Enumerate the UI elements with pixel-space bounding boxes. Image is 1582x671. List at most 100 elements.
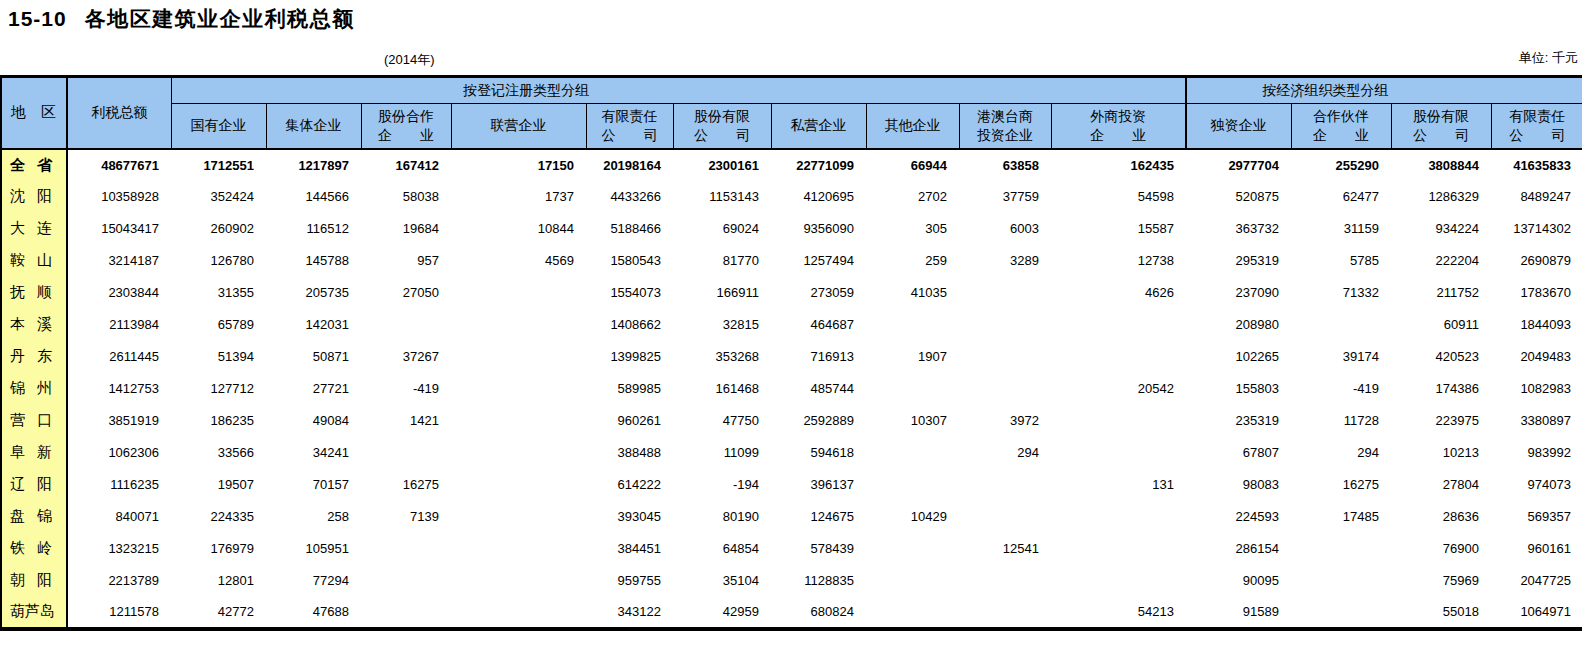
cell-tieling-partnership — [1291, 533, 1391, 565]
cell-benxi-sole-proprietorship: 208980 — [1186, 309, 1291, 341]
cell-jinzhou-foreign-invested: 20542 — [1051, 373, 1186, 405]
cell-benxi-joint-operation — [451, 309, 586, 341]
cell-fuxin-hk-macao-taiwan: 294 — [959, 437, 1051, 469]
column-header-state-owned: 国有企业 — [171, 104, 266, 149]
cell-dandong-joint-operation — [451, 341, 586, 373]
cell-yingkou-state-owned: 186235 — [171, 405, 266, 437]
cell-liaoyang-limited-liability: 614222 — [586, 469, 673, 501]
cell-province-total-sole-proprietorship: 2977704 — [1186, 149, 1291, 181]
cell-panjin-shareholding-ltd-econ: 28636 — [1391, 501, 1491, 533]
region-cell-chaoyang: 朝阳 — [1, 565, 67, 597]
cell-dandong-total: 2611445 — [67, 341, 171, 373]
cell-tieling-private: 578439 — [771, 533, 866, 565]
cell-shenyang-limited-liability: 4433266 — [586, 181, 673, 213]
cell-province-total-collective: 1217897 — [266, 149, 361, 181]
region-name: 营口 — [2, 411, 66, 430]
cell-yingkou-sole-proprietorship: 235319 — [1186, 405, 1291, 437]
row-fushun: 抚顺23038443135520573527050155407316691127… — [1, 277, 1582, 309]
cell-dandong-shareholding-ltd: 353268 — [673, 341, 771, 373]
cell-tieling-hk-macao-taiwan: 12541 — [959, 533, 1051, 565]
cell-fushun-limited-liability-econ: 1783670 — [1491, 277, 1582, 309]
cell-fushun-state-owned: 31355 — [171, 277, 266, 309]
cell-huludao-foreign-invested: 54213 — [1051, 597, 1186, 629]
cell-panjin-partnership: 17485 — [1291, 501, 1391, 533]
header-group-registration-type: 按登记注册类型分组 — [171, 77, 1186, 104]
header-group-row: 地区 利税总额 按登记注册类型分组 按经济组织类型分组 — [1, 77, 1582, 104]
cell-jinzhou-partnership: -419 — [1291, 373, 1391, 405]
cell-fushun-shareholding-ltd: 166911 — [673, 277, 771, 309]
cell-chaoyang-collective: 77294 — [266, 565, 361, 597]
cell-province-total-partnership: 255290 — [1291, 149, 1391, 181]
table-body: 全省48677671171255112178971674121715020198… — [1, 149, 1582, 629]
cell-panjin-total: 840071 — [67, 501, 171, 533]
cell-fuxin-shareholding-ltd: 11099 — [673, 437, 771, 469]
column-header-limited-liability-econ: 有限责任 公 司 — [1491, 104, 1582, 149]
cell-panjin-shareholding-ltd: 80190 — [673, 501, 771, 533]
cell-tieling-limited-liability: 384451 — [586, 533, 673, 565]
cell-jinzhou-state-owned: 127712 — [171, 373, 266, 405]
cell-dalian-sole-proprietorship: 363732 — [1186, 213, 1291, 245]
unit-note: 单位: 千元 — [1519, 49, 1578, 67]
region-cell-benxi: 本溪 — [1, 309, 67, 341]
cell-shenyang-total: 10358928 — [67, 181, 171, 213]
cell-shenyang-share-cooperative: 58038 — [361, 181, 451, 213]
cell-shenyang-other: 2702 — [866, 181, 959, 213]
cell-yingkou-other: 10307 — [866, 405, 959, 437]
cell-dalian-private: 9356090 — [771, 213, 866, 245]
cell-tieling-other — [866, 533, 959, 565]
cell-liaoyang-shareholding-ltd-econ: 27804 — [1391, 469, 1491, 501]
cell-province-total-share-cooperative: 167412 — [361, 149, 451, 181]
cell-huludao-other — [866, 597, 959, 629]
region-name: 锦州 — [2, 379, 66, 398]
statistics-table: 地区 利税总额 按登记注册类型分组 按经济组织类型分组 国有企业集体企业股份合作… — [0, 75, 1582, 631]
cell-jinzhou-share-cooperative: -419 — [361, 373, 451, 405]
cell-shenyang-hk-macao-taiwan: 37759 — [959, 181, 1051, 213]
cell-yingkou-limited-liability: 960261 — [586, 405, 673, 437]
cell-benxi-limited-liability: 1408662 — [586, 309, 673, 341]
cell-anshan-partnership: 5785 — [1291, 245, 1391, 277]
cell-province-total-shareholding-ltd: 2300161 — [673, 149, 771, 181]
cell-dandong-collective: 50871 — [266, 341, 361, 373]
cell-jinzhou-private: 485744 — [771, 373, 866, 405]
cell-panjin-sole-proprietorship: 224593 — [1186, 501, 1291, 533]
cell-anshan-hk-macao-taiwan: 3289 — [959, 245, 1051, 277]
cell-panjin-other: 10429 — [866, 501, 959, 533]
column-header-limited-liability: 有限责任 公 司 — [586, 104, 673, 149]
cell-dalian-partnership: 31159 — [1291, 213, 1391, 245]
cell-anshan-total: 3214187 — [67, 245, 171, 277]
cell-anshan-shareholding-ltd: 81770 — [673, 245, 771, 277]
column-header-hk-macao-taiwan: 港澳台商 投资企业 — [959, 104, 1051, 149]
cell-jinzhou-sole-proprietorship: 155803 — [1186, 373, 1291, 405]
cell-yingkou-joint-operation — [451, 405, 586, 437]
cell-dalian-hk-macao-taiwan: 6003 — [959, 213, 1051, 245]
cell-liaoyang-partnership: 16275 — [1291, 469, 1391, 501]
cell-chaoyang-sole-proprietorship: 90095 — [1186, 565, 1291, 597]
cell-benxi-hk-macao-taiwan — [959, 309, 1051, 341]
header-group-economic-type: 按经济组织类型分组 — [1186, 77, 1582, 104]
cell-liaoyang-state-owned: 19507 — [171, 469, 266, 501]
cell-shenyang-state-owned: 352424 — [171, 181, 266, 213]
cell-anshan-limited-liability-econ: 2690879 — [1491, 245, 1582, 277]
cell-yingkou-collective: 49084 — [266, 405, 361, 437]
cell-yingkou-foreign-invested — [1051, 405, 1186, 437]
year-note: (2014年) — [384, 51, 435, 69]
cell-chaoyang-total: 2213789 — [67, 565, 171, 597]
cell-benxi-limited-liability-econ: 1844093 — [1491, 309, 1582, 341]
cell-fushun-hk-macao-taiwan — [959, 277, 1051, 309]
row-benxi: 本溪21139846578914203114086623281546468720… — [1, 309, 1582, 341]
cell-panjin-limited-liability: 393045 — [586, 501, 673, 533]
cell-huludao-hk-macao-taiwan — [959, 597, 1051, 629]
row-huludao: 葫芦岛1211578427724768834312242959680824542… — [1, 597, 1582, 629]
cell-jinzhou-limited-liability-econ: 1082983 — [1491, 373, 1582, 405]
cell-fushun-private: 273059 — [771, 277, 866, 309]
cell-benxi-private: 464687 — [771, 309, 866, 341]
region-name: 抚顺 — [2, 283, 66, 302]
cell-yingkou-share-cooperative: 1421 — [361, 405, 451, 437]
region-name: 铁岭 — [2, 539, 66, 558]
cell-jinzhou-collective: 27721 — [266, 373, 361, 405]
cell-panjin-private: 124675 — [771, 501, 866, 533]
cell-huludao-sole-proprietorship: 91589 — [1186, 597, 1291, 629]
cell-dandong-share-cooperative: 37267 — [361, 341, 451, 373]
cell-benxi-total: 2113984 — [67, 309, 171, 341]
column-header-joint-operation: 联营企业 — [451, 104, 586, 149]
